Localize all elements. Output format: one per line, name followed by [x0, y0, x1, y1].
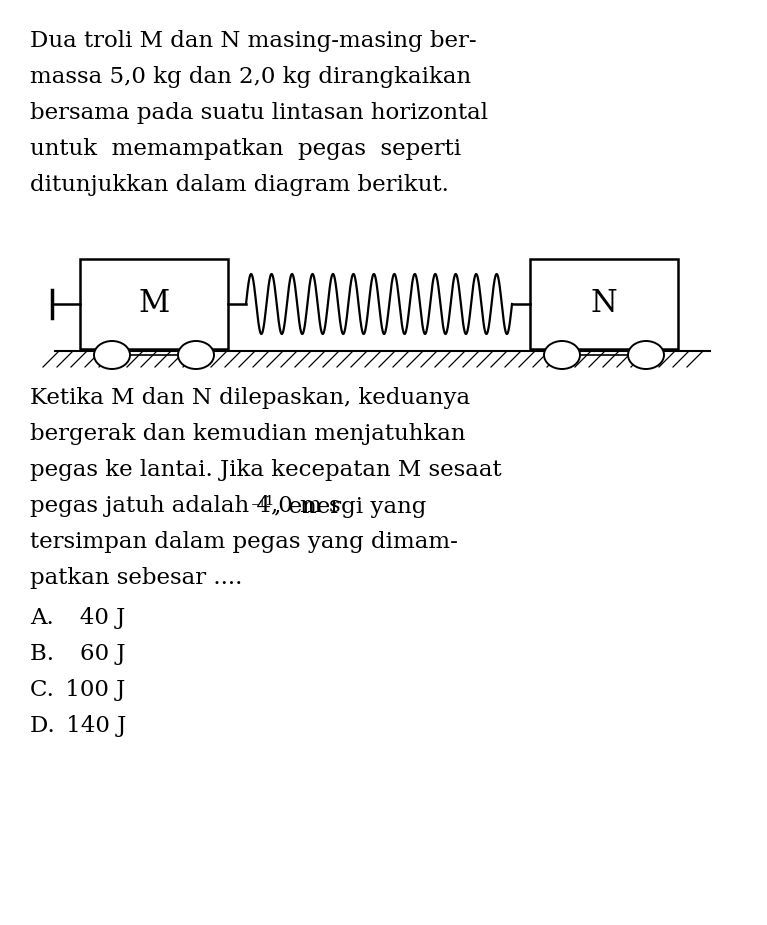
Ellipse shape: [628, 341, 664, 369]
Text: bersama pada suatu lintasan horizontal: bersama pada suatu lintasan horizontal: [30, 102, 488, 124]
Text: D. 140 J: D. 140 J: [30, 715, 127, 737]
Ellipse shape: [544, 341, 580, 369]
Bar: [530, 259, 678, 349]
Text: pegas ke lantai. Jika kecepatan M sesaat: pegas ke lantai. Jika kecepatan M sesaat: [30, 459, 502, 481]
Text: M: M: [138, 289, 170, 319]
Text: pegas jatuh adalah 4,0 m s: pegas jatuh adalah 4,0 m s: [30, 495, 341, 517]
Text: A.   40 J: A. 40 J: [30, 607, 125, 629]
Text: untuk  memampatkan  pegas  seperti: untuk memampatkan pegas seperti: [30, 138, 461, 160]
Text: Dua troli M dan N masing-masing ber-: Dua troli M dan N masing-masing ber-: [30, 30, 476, 52]
Text: Ketika M dan N dilepaskan, keduanya: Ketika M dan N dilepaskan, keduanya: [30, 387, 470, 409]
Text: B.   60 J: B. 60 J: [30, 643, 126, 665]
Bar: [80, 259, 228, 349]
Text: patkan sebesar ....: patkan sebesar ....: [30, 567, 242, 589]
Text: massa 5,0 kg dan 2,0 kg dirangkaikan: massa 5,0 kg dan 2,0 kg dirangkaikan: [30, 66, 471, 88]
Text: C. 100 J: C. 100 J: [30, 679, 125, 701]
Text: ditunjukkan dalam diagram berikut.: ditunjukkan dalam diagram berikut.: [30, 174, 449, 196]
Text: bergerak dan kemudian menjatuhkan: bergerak dan kemudian menjatuhkan: [30, 423, 466, 445]
Text: ⁻¹: ⁻¹: [251, 500, 266, 517]
Text: ¹, energi yang: ¹, energi yang: [265, 495, 426, 518]
Text: N: N: [591, 289, 617, 319]
Ellipse shape: [94, 341, 130, 369]
Ellipse shape: [178, 341, 214, 369]
Text: tersimpan dalam pegas yang dimam-: tersimpan dalam pegas yang dimam-: [30, 531, 458, 553]
